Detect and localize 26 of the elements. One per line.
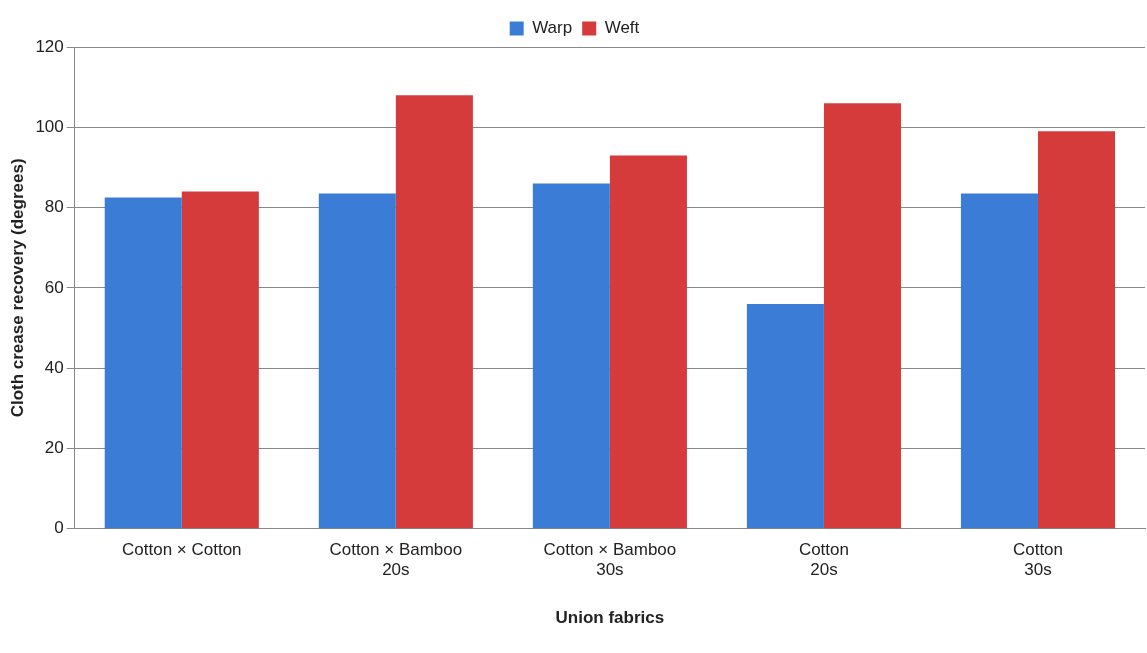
y-tick-label: 0 xyxy=(54,518,64,538)
bar xyxy=(181,191,259,529)
bar xyxy=(532,183,610,529)
y-tick-label: 40 xyxy=(44,357,64,377)
bar xyxy=(746,303,824,529)
bar xyxy=(823,103,901,529)
y-axis-title: Cloth crease recovery (degrees) xyxy=(7,158,27,418)
x-tick-label: Cotton 30s xyxy=(1012,539,1064,580)
y-tick-label: 100 xyxy=(35,116,64,136)
bar xyxy=(395,95,473,529)
bar xyxy=(960,193,1038,529)
bar xyxy=(1037,131,1116,529)
y-tick-label: 60 xyxy=(44,277,64,297)
x-tick-label: Cotton 20s xyxy=(798,539,849,580)
x-tick-label: Cotton × Cotton xyxy=(122,539,242,559)
y-tick-label: 120 xyxy=(35,36,64,56)
y-tick-label: 80 xyxy=(44,197,64,217)
bar xyxy=(318,193,396,529)
x-tick-label: Cotton × Bamboo 20s xyxy=(329,539,463,580)
legend-label: Weft xyxy=(604,18,640,38)
y-tick-label: 20 xyxy=(44,438,64,458)
bar xyxy=(609,155,687,529)
bar xyxy=(104,197,182,529)
x-axis-title: Union fabrics xyxy=(555,608,665,628)
x-tick-label: Cotton × Bamboo 30s xyxy=(543,539,677,580)
legend-label: Warp xyxy=(532,18,573,38)
